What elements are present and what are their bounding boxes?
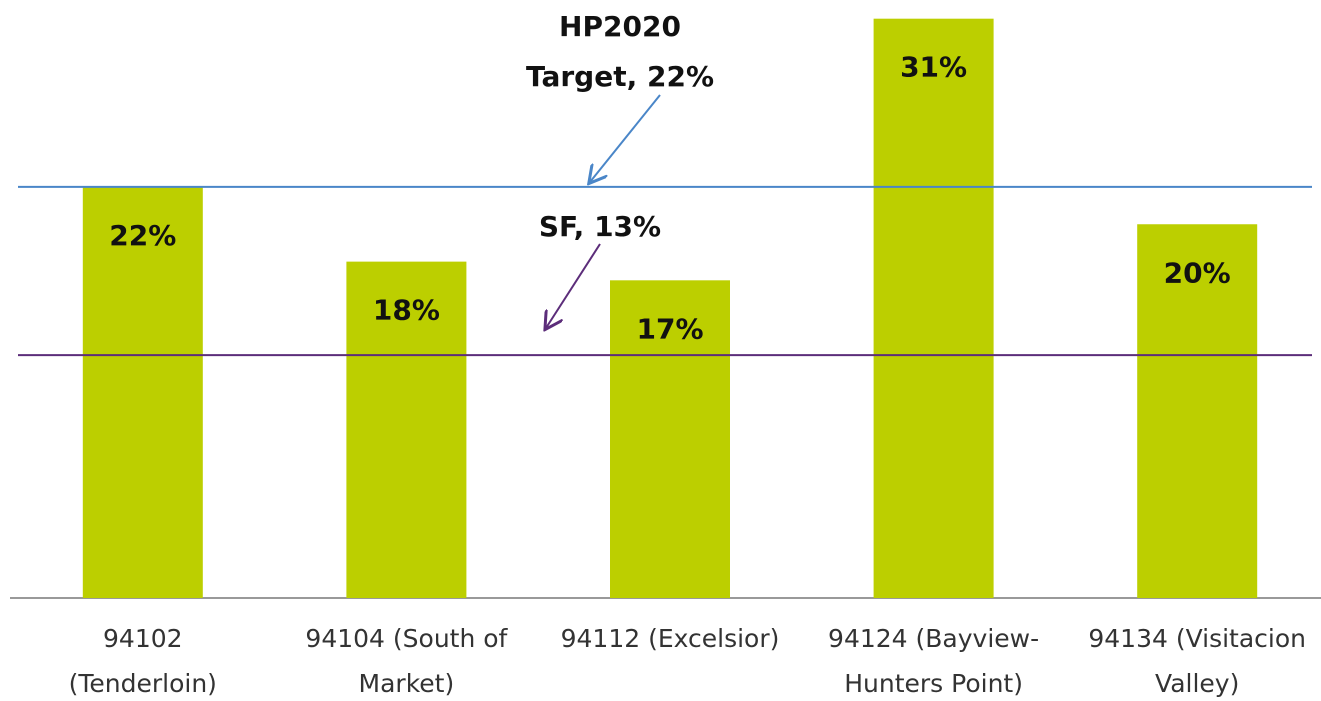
- annotation-arrow: [590, 94, 661, 182]
- x-tick-label: Hunters Point): [844, 669, 1023, 698]
- data-label: 22%: [109, 219, 176, 252]
- bar: [346, 261, 467, 598]
- annotation-arrow: [546, 243, 601, 328]
- bar: [82, 186, 203, 598]
- bar: [1137, 224, 1258, 598]
- annotation: HP2020: [559, 10, 681, 43]
- data-label: 31%: [900, 51, 967, 84]
- x-tick-label: 94134 (Visitacion: [1088, 624, 1306, 653]
- x-tick-label: 94124 (Bayview-: [828, 624, 1039, 653]
- annotation: SF, 13%: [539, 210, 661, 243]
- x-tick-label: Valley): [1155, 669, 1239, 698]
- data-label: 17%: [636, 312, 703, 345]
- x-tick-label: 94104 (South of: [305, 624, 508, 653]
- x-tick-label: 94102: [103, 624, 183, 653]
- x-tick-label: 94112 (Excelsior): [561, 624, 780, 653]
- x-tick-label: (Tenderloin): [69, 669, 217, 698]
- annotation: Target, 22%: [526, 60, 714, 93]
- x-tick-label: Market): [359, 669, 455, 698]
- bar: [610, 280, 730, 598]
- bar: [873, 18, 994, 598]
- data-label: 20%: [1164, 256, 1231, 289]
- data-label: 18%: [373, 294, 440, 327]
